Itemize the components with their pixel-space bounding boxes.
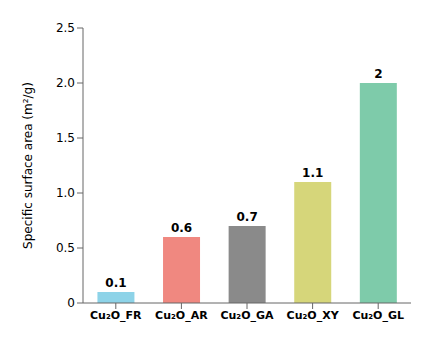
- svg-text:1.5: 1.5: [56, 131, 75, 145]
- svg-text:0.7: 0.7: [236, 210, 257, 224]
- svg-text:2.0: 2.0: [56, 76, 75, 90]
- svg-text:Cu₂O_GL: Cu₂O_GL: [352, 309, 404, 322]
- svg-text:0.1: 0.1: [105, 276, 126, 290]
- svg-text:Specific surface area (m²/g): Specific surface area (m²/g): [21, 82, 35, 249]
- svg-text:Cu₂O_XY: Cu₂O_XY: [287, 309, 340, 322]
- svg-text:2: 2: [374, 67, 382, 81]
- svg-text:Cu₂O_FR: Cu₂O_FR: [90, 309, 142, 322]
- svg-text:0: 0: [67, 296, 75, 310]
- svg-text:0.6: 0.6: [171, 221, 192, 235]
- svg-text:0.5: 0.5: [56, 241, 75, 255]
- svg-text:Cu₂O_AR: Cu₂O_AR: [155, 309, 208, 322]
- svg-text:2.5: 2.5: [56, 21, 75, 35]
- svg-text:1.1: 1.1: [302, 166, 323, 180]
- svg-text:Cu₂O_GA: Cu₂O_GA: [220, 309, 274, 322]
- svg-text:1.0: 1.0: [56, 186, 75, 200]
